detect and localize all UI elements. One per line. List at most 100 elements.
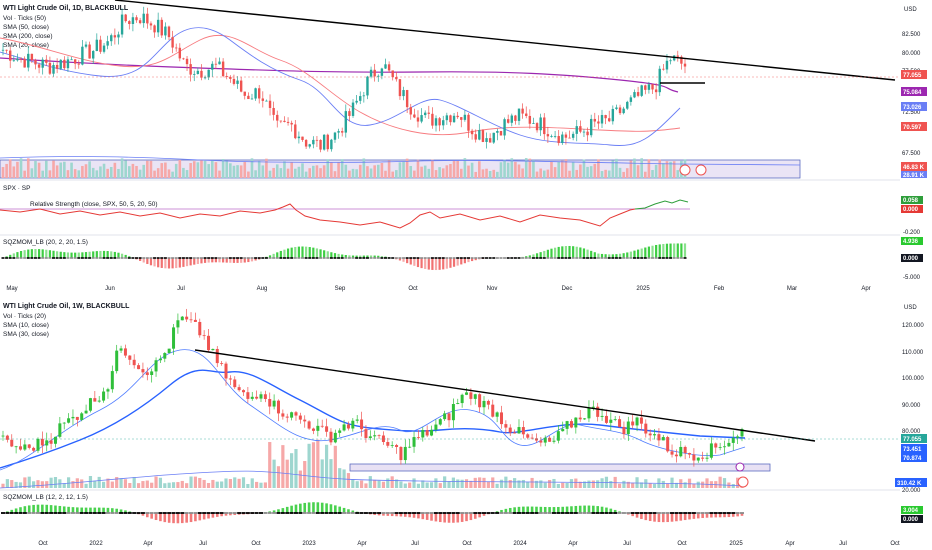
- rs-symbol[interactable]: SPX · SP: [3, 185, 30, 192]
- sqz-bar: [10, 509, 14, 513]
- volume-bar: [413, 170, 416, 178]
- candle-body: [95, 39, 99, 52]
- candle-body: [265, 100, 268, 102]
- volume-bar: [639, 482, 644, 488]
- top-legend-sma50[interactable]: SMA (50, close): [3, 24, 49, 31]
- volume-bar: [508, 480, 512, 488]
- rs-title[interactable]: Relative Strength (close, SPX, 50, 5, 20…: [30, 201, 158, 208]
- sqz-bar: [207, 513, 210, 519]
- top-legend-volume[interactable]: Vol · Ticks (50): [3, 15, 46, 22]
- badge-sma50: [901, 102, 927, 111]
- candle-body: [196, 70, 200, 74]
- candle-body: [185, 316, 189, 320]
- volume-bar: [434, 478, 438, 488]
- candle-body: [102, 45, 106, 52]
- top-time-axis[interactable]: May Jun Jul Aug Sep Oct Nov Dec 2025 Feb Mar Apr: [6, 286, 870, 292]
- sqz-bar: [326, 251, 329, 258]
- candle-body: [626, 101, 629, 109]
- volume-bar: [565, 482, 569, 488]
- sqz-top-title[interactable]: SQZMOM_LB (20, 2, 20, 1.5): [3, 239, 88, 246]
- sqz-bar: [416, 258, 420, 268]
- event-flag-icon[interactable]: [695, 164, 707, 176]
- bottom-legend-sma30[interactable]: SMA (30, close): [3, 331, 49, 338]
- sqz-bar: [279, 250, 282, 258]
- bottom-trendline[interactable]: [194, 349, 816, 442]
- sqz-bar: [329, 504, 333, 513]
- volume-bar: [81, 165, 84, 178]
- volume-bar: [731, 483, 735, 488]
- sqz-bar: [500, 509, 503, 513]
- event-flag-icon[interactable]: [679, 164, 691, 176]
- candle-body: [160, 19, 163, 36]
- bottom-time-label: Apr: [785, 541, 794, 547]
- candle-body: [167, 348, 171, 354]
- sqz-bottom-title[interactable]: SQZMOM_LB (12, 2, 12, 1.5): [3, 494, 88, 501]
- volume-bar: [351, 479, 355, 488]
- volume-bar: [443, 476, 447, 488]
- sqz-bar: [232, 258, 236, 263]
- volume-bar: [591, 480, 595, 488]
- volume-bar: [377, 480, 381, 488]
- candle-body: [123, 348, 127, 356]
- sqz-bar: [386, 513, 390, 516]
- volume-bar: [412, 478, 416, 488]
- top-chart-title[interactable]: WTI Light Crude Oil, 1D, BLACKBULL: [3, 5, 129, 12]
- volume-bar: [101, 481, 106, 488]
- candle-body: [557, 135, 560, 144]
- bottom-chart-title[interactable]: WTI Light Crude Oil, 1W, BLACKBULL: [3, 303, 130, 310]
- sqz-bar: [431, 258, 434, 270]
- volume-bar: [12, 166, 16, 178]
- sqz-bar: [377, 255, 380, 258]
- volume-bar: [670, 477, 674, 488]
- sqz-bar: [413, 258, 416, 266]
- bottom-legend-sma10[interactable]: SMA (10, close): [3, 322, 49, 329]
- candle-body: [351, 102, 355, 116]
- volume-bar: [247, 171, 250, 178]
- volume-bar: [421, 480, 425, 488]
- event-lightning-icon[interactable]: [735, 462, 745, 472]
- volume-bar: [214, 162, 218, 178]
- top-trendline[interactable]: [114, 0, 896, 81]
- volume-bar: [236, 165, 239, 178]
- sqz-bar: [154, 513, 158, 521]
- sqz-bar: [408, 513, 411, 518]
- volume-bar: [459, 168, 463, 178]
- badge-volume: [901, 162, 927, 171]
- volume-bar: [117, 168, 120, 178]
- candle-body: [582, 131, 586, 133]
- volume-bar: [136, 483, 141, 488]
- top-time-label: 2025: [636, 286, 650, 292]
- candle-body: [202, 335, 206, 337]
- top-time-label: Feb: [714, 286, 725, 292]
- candle-body: [692, 454, 696, 461]
- volume-bar: [452, 160, 456, 178]
- sqz-bar: [41, 504, 44, 513]
- candle-body: [653, 434, 657, 436]
- bottom-axis-tick-110: 110.000: [902, 350, 924, 356]
- sqz-bar: [182, 258, 185, 267]
- volume-bar: [138, 169, 142, 178]
- sqz-bar: [268, 255, 272, 258]
- candle-body: [469, 392, 473, 399]
- top-legend-sma200[interactable]: SMA (200, close): [3, 33, 53, 40]
- sqz-bar: [167, 258, 171, 269]
- bottom-legend-volume[interactable]: Vol · Ticks (20): [3, 313, 46, 320]
- bottom-time-axis[interactable]: Oct 2022 Apr Jul Oct 2023 Apr Jul Oct 2024 Apr Jul O…: [38, 541, 900, 547]
- top-legend-sma20[interactable]: SMA (20, close): [3, 42, 49, 49]
- candle-body: [517, 427, 521, 434]
- sqz-bar: [528, 255, 531, 258]
- event-flag-icon[interactable]: [737, 476, 749, 488]
- candle-body: [45, 59, 48, 63]
- sqz-bar: [373, 255, 376, 258]
- volume-bar: [37, 162, 41, 178]
- candle-body: [319, 139, 322, 150]
- volume-bar: [225, 160, 229, 178]
- volume-bar: [171, 171, 174, 178]
- sqz-bar: [586, 249, 589, 258]
- volume-bar: [600, 171, 604, 178]
- bottom-axis-tick-90: 90.000: [902, 403, 921, 409]
- top-time-label: Jul: [177, 286, 185, 292]
- sqz-bar: [240, 258, 243, 263]
- candle-body: [499, 130, 503, 136]
- sqz-bar: [635, 513, 639, 518]
